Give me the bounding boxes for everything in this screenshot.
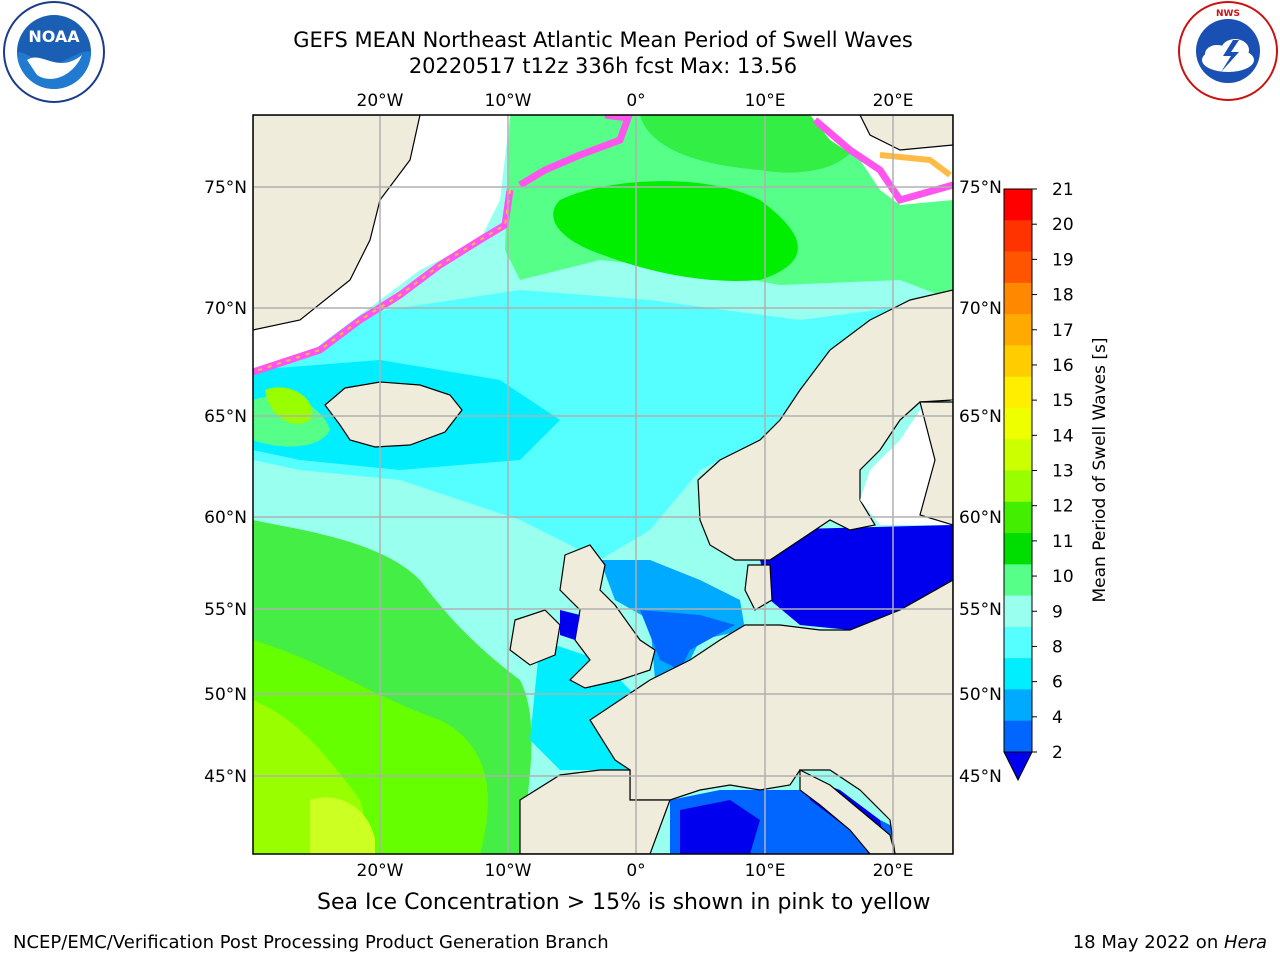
lat-label-right-45n: 45°N: [959, 767, 1002, 787]
greenland-land: [253, 115, 421, 331]
colorbar-tick-label: 17: [1052, 321, 1074, 341]
colorbar-tick-label: 15: [1052, 391, 1074, 411]
lat-label-right-70n: 70°N: [959, 299, 1002, 319]
colorbar-swatch: [1004, 407, 1032, 440]
footer-date: 18 May 2022 on Hera: [1073, 932, 1267, 953]
colorbar-swatch: [1004, 689, 1032, 722]
colorbar-tick-label: 20: [1052, 215, 1074, 235]
ireland-land: [509, 609, 561, 666]
colorbar-swatch: [1004, 658, 1032, 690]
colorbar-swatch: [1004, 189, 1032, 221]
colorbar-tick-label: 9: [1052, 602, 1063, 622]
colorbar-tick-label: 4: [1052, 708, 1063, 728]
lon-label-bottom-10w: 10°W: [485, 861, 532, 881]
lat-label-left-75n: 75°N: [204, 178, 247, 198]
iceland-land: [324, 381, 463, 448]
lon-label-top-10w: 10°W: [485, 91, 532, 111]
colorbar-tick-label: 16: [1052, 356, 1074, 376]
colorbar-swatch: [1004, 564, 1032, 597]
forecast-subtitle: 20220517 t12z 336h fcst Max: 13.56: [408, 54, 798, 78]
colorbar: 21 20 19 18 17 16 15 14 13 12 11 10 9 8 6 4 2: [1003, 180, 1074, 782]
colorbar-swatch: [1004, 720, 1032, 753]
footer-host: Hera: [1223, 932, 1267, 953]
colorbar-tick-label: 12: [1052, 497, 1074, 517]
swell-field-north-sea-deep: [640, 610, 735, 670]
swell-field-southwest-yellow: [310, 797, 375, 854]
lat-label-left-50n: 50°N: [204, 685, 247, 705]
colorbar-swatch: [1004, 533, 1032, 565]
lat-label-left-65n: 65°N: [204, 407, 247, 427]
lat-label-right-55n: 55°N: [959, 600, 1002, 620]
swell-field-baltic: [760, 525, 953, 630]
footer-date-text: 18 May 2022 on: [1072, 932, 1224, 953]
colorbar-swatch: [1004, 501, 1032, 534]
swell-field-north-green2: [640, 115, 862, 173]
lat-label-left-70n: 70°N: [204, 299, 247, 319]
colorbar-swatch: [1004, 376, 1032, 409]
colorbar-tick-label: 14: [1052, 426, 1074, 446]
colorbar-tick-label: 6: [1052, 673, 1063, 693]
colorbar-label: Mean Period of Swell Waves [s]: [1090, 338, 1110, 603]
colorbar-tick-label: 19: [1052, 250, 1074, 270]
map-plot-area: [253, 115, 953, 854]
lon-label-top-0: 0°: [626, 91, 645, 111]
colorbar-swatch: [1004, 282, 1032, 315]
svg-text:NWS: NWS: [1216, 9, 1240, 19]
colorbar-swatch: [1004, 439, 1032, 471]
colorbar-swatch: [1004, 626, 1032, 659]
colorbar-swatch: [1004, 595, 1032, 628]
lon-label-bottom-10e: 10°E: [745, 861, 786, 881]
irish-sea: [560, 610, 580, 640]
footer-credit: NCEP/EMC/Verification Post Processing Pr…: [13, 932, 609, 953]
colorbar-tick-label: 2: [1052, 743, 1063, 763]
colorbar-tick-label: 18: [1052, 286, 1074, 306]
colorbar-swatch: [1004, 220, 1032, 253]
sea-ice-note: Sea Ice Concentration > 15% is shown in …: [317, 890, 931, 915]
colorbar-tick-label: 13: [1052, 462, 1074, 482]
italy-land: [799, 769, 896, 854]
finland-land: [919, 401, 953, 526]
iberia-land: [519, 769, 671, 854]
swell-field-mediterranean-deep: [680, 800, 760, 854]
graticule: [253, 115, 953, 854]
lon-label-bottom-20e: 20°E: [873, 861, 914, 881]
lat-label-left-55n: 55°N: [204, 600, 247, 620]
colorbar-extend-arrow: [1003, 751, 1033, 782]
lat-label-right-50n: 50°N: [959, 685, 1002, 705]
colorbar-swatch: [1004, 251, 1032, 284]
colorbar-tick-label: 21: [1052, 180, 1074, 200]
map-frame: [252, 114, 954, 855]
lon-label-bottom-0: 0°: [626, 861, 645, 881]
lon-label-top-10e: 10°E: [745, 91, 786, 111]
colorbar-swatch: [1004, 314, 1032, 346]
lon-label-top-20w: 20°W: [357, 91, 404, 111]
swell-field-west-lime: [265, 387, 312, 424]
sea-ice-barents-yellow: [879, 152, 952, 178]
swell-field-north-bright: [553, 181, 798, 281]
lon-label-bottom-20w: 20°W: [357, 861, 404, 881]
sea-ice-edge-greenland-yellow: [253, 189, 511, 373]
swell-field-central-cyan: [253, 290, 953, 560]
svalbard-land: [859, 115, 953, 151]
colorbar-tick-label: 8: [1052, 637, 1063, 657]
sea-ice-edge-fram: [518, 115, 633, 189]
lon-label-top-20e: 20°E: [873, 91, 914, 111]
lat-label-left-60n: 60°N: [204, 508, 247, 528]
lat-label-right-65n: 65°N: [959, 407, 1002, 427]
lat-label-right-75n: 75°N: [959, 178, 1002, 198]
colorbar-tick-label: 10: [1052, 567, 1074, 587]
noaa-logo-text: NOAA: [28, 27, 80, 46]
colorbar-swatch: [1004, 345, 1032, 378]
colorbar-swatch: [1004, 470, 1032, 503]
scandinavia-land: [697, 289, 953, 561]
colorbar-tick-label: 11: [1052, 532, 1074, 552]
lat-label-right-60n: 60°N: [959, 508, 1002, 528]
lat-label-left-45n: 45°N: [204, 767, 247, 787]
chart-title: GEFS MEAN Northeast Atlantic Mean Period…: [293, 28, 913, 52]
noaa-logo: NOAA: [3, 1, 105, 103]
sea-ice-edge-barents: [812, 117, 953, 205]
nws-logo: NWS: [1178, 1, 1278, 101]
